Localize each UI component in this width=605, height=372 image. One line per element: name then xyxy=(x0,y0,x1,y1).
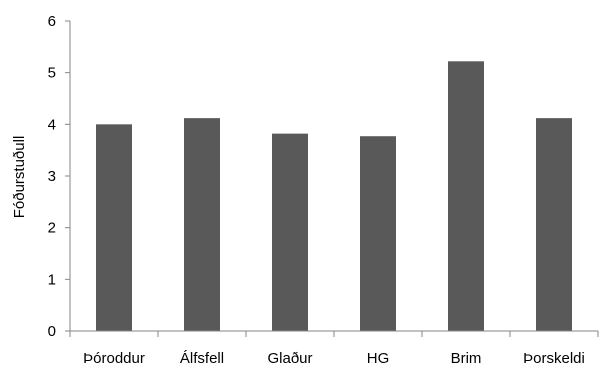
y-tick-label: 0 xyxy=(48,323,56,340)
y-tick-label: 5 xyxy=(48,65,56,82)
bar-3 xyxy=(360,136,396,331)
bar-2 xyxy=(272,133,308,331)
bar-1 xyxy=(184,118,220,331)
y-axis-title: Fóðurstuðull xyxy=(11,136,28,219)
x-tick-label: Brim xyxy=(451,350,482,367)
y-tick-label: 6 xyxy=(48,13,56,30)
bars xyxy=(96,61,572,332)
x-tick-label: Glaður xyxy=(267,350,312,367)
x-tick-label: Álfsfell xyxy=(180,350,224,367)
x-axis-ticks: Þóroddur Álfsfell Glaður HG Brim Þorskeldi xyxy=(69,331,599,367)
bar-5 xyxy=(536,118,572,331)
bar-0 xyxy=(96,124,132,331)
x-tick-label: Þorskeldi xyxy=(523,350,585,367)
bar-4 xyxy=(448,61,484,332)
y-tick-label: 1 xyxy=(48,271,56,288)
y-axis-ticks: 0 1 2 3 4 5 6 xyxy=(48,13,70,340)
y-tick-label: 2 xyxy=(48,220,56,237)
y-tick-label: 3 xyxy=(48,168,56,185)
x-tick-label: HG xyxy=(367,350,390,367)
x-tick-label: Þóroddur xyxy=(83,350,145,367)
y-tick-label: 4 xyxy=(48,116,56,133)
